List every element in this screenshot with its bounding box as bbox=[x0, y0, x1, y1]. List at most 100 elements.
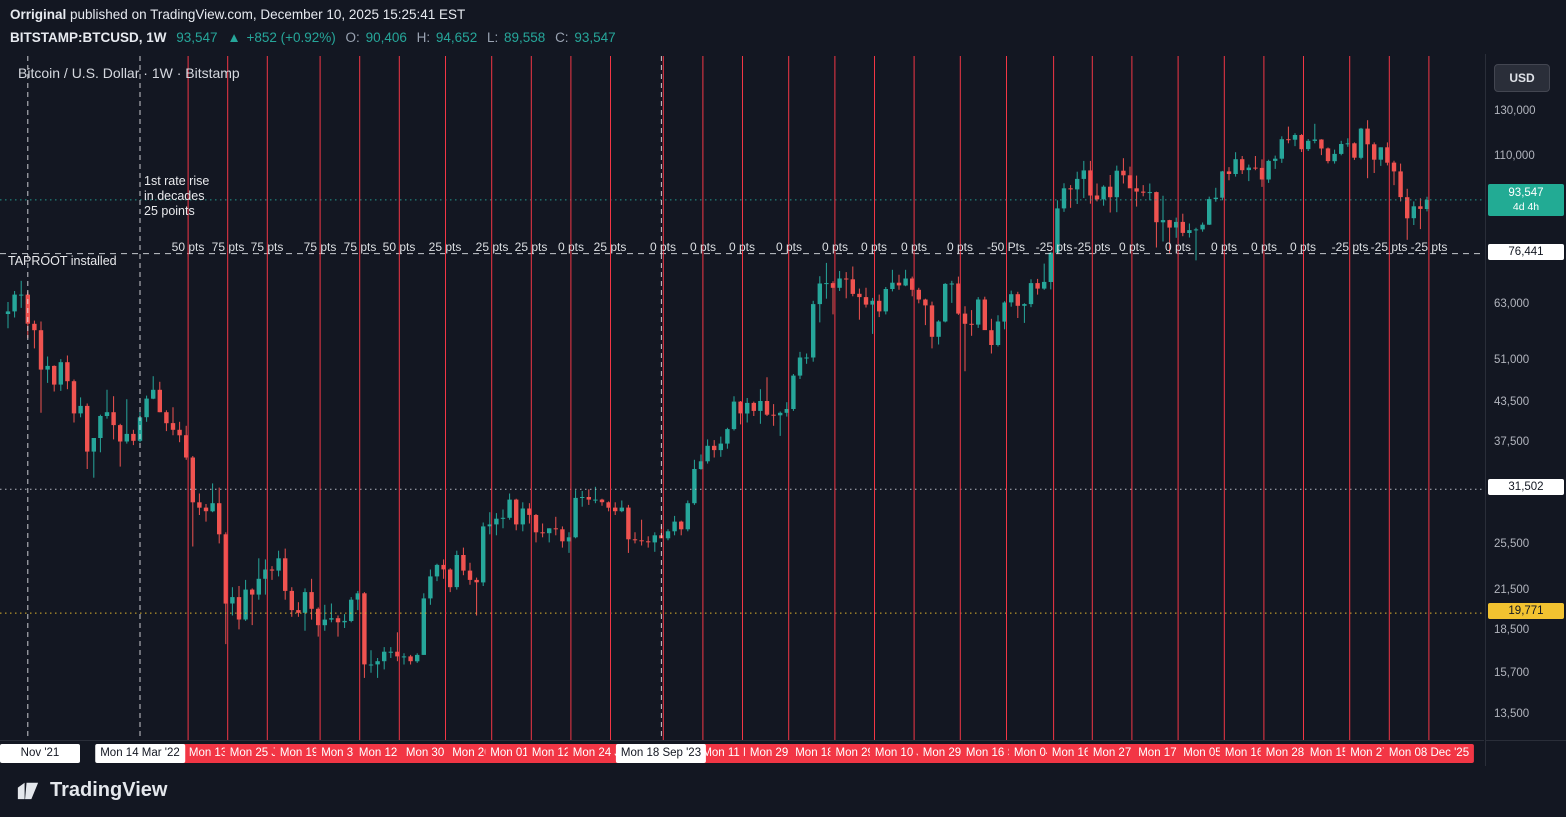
candle-body bbox=[646, 541, 651, 543]
candle-body bbox=[877, 300, 882, 312]
price-tick: 130,000 bbox=[1494, 105, 1536, 117]
close-label: C: bbox=[555, 30, 569, 45]
fomc-rate-label: -25 pts bbox=[1035, 240, 1073, 254]
high-value: 94,652 bbox=[435, 30, 478, 45]
candle-body bbox=[672, 521, 677, 532]
fomc-rate-label: 0 pts bbox=[821, 240, 849, 254]
candle-body bbox=[243, 589, 248, 620]
marker-date-badge: Mon 14 Mar '22 bbox=[95, 744, 185, 763]
candlestick-series[interactable] bbox=[5, 120, 1430, 678]
candle-body bbox=[837, 278, 842, 288]
fomc-rate-label: 75 pts bbox=[250, 240, 284, 254]
candle-body bbox=[1081, 170, 1086, 179]
candle-body bbox=[1233, 159, 1238, 174]
candle-body bbox=[1207, 199, 1212, 225]
candle-body bbox=[1187, 230, 1192, 233]
candle-body bbox=[1035, 283, 1040, 289]
candle-body bbox=[982, 299, 987, 331]
candle-body bbox=[223, 534, 228, 604]
candle-body bbox=[1009, 294, 1014, 303]
fomc-rate-label: 0 pts bbox=[775, 240, 803, 254]
candle-body bbox=[461, 555, 466, 571]
candle-body bbox=[104, 412, 110, 416]
candle-body bbox=[890, 282, 895, 289]
chart-legend[interactable]: Bitcoin / U.S. Dollar · 1W · Bitstamp bbox=[18, 65, 240, 81]
candle-body bbox=[738, 401, 743, 414]
candle-body bbox=[995, 321, 1001, 345]
fomc-rate-label: 50 pts bbox=[382, 240, 416, 254]
close-value: 93,547 bbox=[574, 30, 616, 45]
candle-body bbox=[1068, 188, 1073, 190]
candle-body bbox=[613, 507, 618, 512]
candle-body bbox=[883, 289, 888, 312]
candle-body bbox=[362, 593, 367, 665]
price-tick: 110,000 bbox=[1494, 150, 1535, 162]
chart-pane[interactable]: Bitcoin / U.S. Dollar · 1W · Bitstamp TA… bbox=[0, 54, 1484, 740]
fomc-rate-label: 0 pts bbox=[860, 240, 888, 254]
candle-body bbox=[791, 375, 796, 409]
candle-body bbox=[38, 330, 44, 370]
candle-body bbox=[685, 503, 690, 530]
price-axis[interactable]: USD 130,000 110,000 63,000 51,000 43,500 37,5… bbox=[1485, 54, 1566, 740]
price-badge-current: 93,547 4d 4h bbox=[1488, 184, 1564, 216]
candle-body bbox=[474, 579, 479, 583]
candle-body bbox=[824, 283, 829, 285]
candle-body bbox=[1365, 128, 1370, 145]
currency-toggle-button[interactable]: USD bbox=[1494, 64, 1550, 92]
candle-body bbox=[1028, 283, 1034, 305]
candle-body bbox=[1306, 140, 1311, 150]
candle-body bbox=[71, 381, 77, 414]
candle-body bbox=[388, 651, 393, 653]
candle-body bbox=[962, 313, 968, 324]
fomc-rate-label: 0 pts bbox=[689, 240, 717, 254]
fomc-rate-label: 0 pts bbox=[728, 240, 756, 254]
candle-body bbox=[1259, 167, 1265, 180]
candle-body bbox=[32, 323, 37, 331]
candle-body bbox=[976, 299, 981, 325]
candle-body bbox=[401, 656, 407, 658]
candle-body bbox=[1319, 139, 1324, 149]
candle-body bbox=[547, 528, 552, 534]
candle-body bbox=[923, 299, 928, 306]
candle-body bbox=[1273, 158, 1278, 161]
candle-body bbox=[434, 564, 440, 577]
candle-body bbox=[949, 283, 954, 285]
candle-body bbox=[487, 524, 492, 527]
candle-body bbox=[375, 661, 380, 665]
candle-body bbox=[692, 469, 697, 504]
candle-body bbox=[896, 282, 902, 286]
first-rate-rise-annotation: 1st rate rise in decades 25 points bbox=[144, 174, 210, 218]
candle-body bbox=[1127, 175, 1133, 189]
candle-body bbox=[342, 620, 347, 623]
candle-body bbox=[1424, 199, 1430, 209]
candle-body bbox=[5, 311, 11, 314]
candle-body bbox=[514, 499, 519, 525]
candle-body bbox=[1332, 153, 1337, 162]
low-value: 89,558 bbox=[504, 30, 546, 45]
candle-body bbox=[639, 540, 644, 542]
candle-body bbox=[1114, 170, 1119, 198]
candle-body bbox=[296, 610, 301, 613]
candle-body bbox=[745, 402, 750, 414]
open-value: 90,406 bbox=[365, 30, 407, 45]
candle-body bbox=[263, 569, 268, 579]
fomc-rate-label: 0 pts bbox=[1289, 240, 1317, 254]
tradingview-brand-link[interactable]: TradingView bbox=[14, 777, 167, 804]
symbol-name[interactable]: BITSTAMP:BTCUSD, 1W bbox=[10, 30, 167, 45]
price-tick: 51,000 bbox=[1494, 354, 1530, 366]
candle-body bbox=[210, 503, 215, 512]
candle-body bbox=[1180, 221, 1185, 233]
candle-body bbox=[124, 433, 129, 442]
candle-body bbox=[1299, 135, 1304, 150]
candle-body bbox=[712, 445, 717, 451]
candle-body bbox=[349, 599, 354, 621]
candle-body bbox=[1352, 143, 1357, 158]
marker-date-badge: Mon 18 Sep '23 bbox=[615, 744, 707, 763]
candlestick-chart[interactable] bbox=[0, 54, 1484, 740]
candle-body bbox=[1141, 191, 1146, 193]
candle-body bbox=[731, 401, 737, 430]
candle-body bbox=[1286, 139, 1291, 141]
candle-body bbox=[250, 589, 255, 595]
candle-body bbox=[507, 499, 512, 518]
